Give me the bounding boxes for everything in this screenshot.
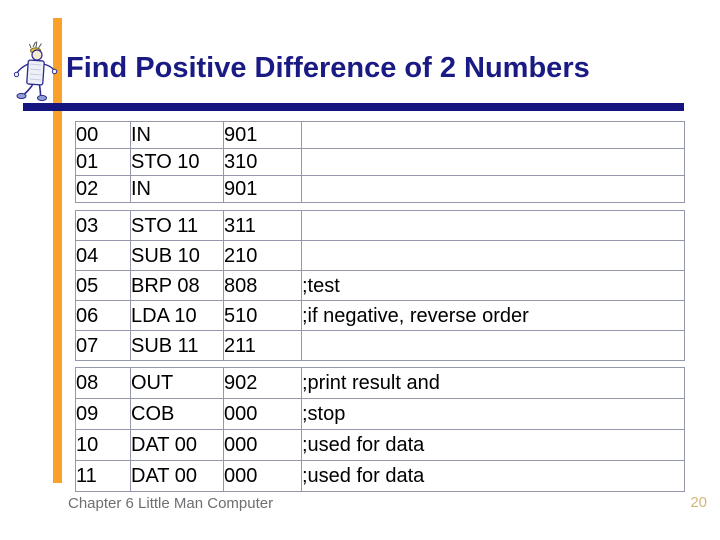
table-row: 02 IN 901 [75,175,685,203]
cell-code: 901 [223,121,302,149]
cell-comment: ;test [301,270,685,301]
cell-instruction: COB [130,398,224,430]
cell-comment: ;if negative, reverse order [301,300,685,331]
cell-address: 04 [75,240,131,271]
program-table-group: 00 IN 901 01 STO 10 310 02 IN 901 [75,121,685,203]
cell-code: 311 [223,210,302,241]
cell-instruction: IN [130,175,224,203]
cell-address: 07 [75,330,131,361]
table-row: 06 LDA 10 510 ;if negative, reverse order [75,300,685,331]
cell-comment: ;used for data [301,460,685,492]
cell-comment [301,175,685,203]
table-row: 01 STO 10 310 [75,148,685,176]
page-number: 20 [690,494,707,511]
table-row: 03 STO 11 311 [75,210,685,241]
table-row: 00 IN 901 [75,121,685,149]
cell-address: 10 [75,429,131,461]
cell-code: 210 [223,240,302,271]
cell-address: 11 [75,460,131,492]
cell-code: 310 [223,148,302,176]
cell-comment [301,330,685,361]
cell-address: 01 [75,148,131,176]
cell-address: 09 [75,398,131,430]
cell-code: 000 [223,398,302,430]
cell-address: 05 [75,270,131,301]
accent-bar [53,18,62,483]
cell-instruction: BRP 08 [130,270,224,301]
cell-instruction: STO 11 [130,210,224,241]
page-title: Find Positive Difference of 2 Numbers [66,52,590,84]
little-man-computer-mascot-icon [12,40,60,104]
cell-address: 00 [75,121,131,149]
footer-text: Chapter 6 Little Man Computer [68,495,274,512]
cell-instruction: DAT 00 [130,429,224,461]
cell-code: 808 [223,270,302,301]
cell-comment: ;used for data [301,429,685,461]
cell-comment [301,121,685,149]
cell-address: 02 [75,175,131,203]
cell-instruction: SUB 11 [130,330,224,361]
table-row: 10 DAT 00 000 ;used for data [75,429,685,461]
table-row: 07 SUB 11 211 [75,330,685,361]
cell-code: 000 [223,460,302,492]
table-row: 04 SUB 10 210 [75,240,685,271]
cell-instruction: OUT [130,367,224,399]
cell-comment [301,240,685,271]
table-row: 08 OUT 902 ;print result and [75,367,685,399]
cell-code: 901 [223,175,302,203]
cell-address: 08 [75,367,131,399]
cell-instruction: DAT 00 [130,460,224,492]
cell-instruction: STO 10 [130,148,224,176]
program-table-group: 08 OUT 902 ;print result and 09 COB 000 ;stop 10… [75,367,685,492]
cell-instruction: SUB 10 [130,240,224,271]
program-table-group: 03 STO 11 311 04 SUB 10 210 05 BRP 08 808 ;test 06… [75,210,685,361]
cell-instruction: IN [130,121,224,149]
cell-comment: ;stop [301,398,685,430]
table-row: 05 BRP 08 808 ;test [75,270,685,301]
cell-comment [301,148,685,176]
cell-code: 510 [223,300,302,331]
table-row: 11 DAT 00 000 ;used for data [75,460,685,492]
cell-address: 06 [75,300,131,331]
title-rule [23,103,684,111]
cell-code: 902 [223,367,302,399]
program-table: 00 IN 901 01 STO 10 310 02 IN 901 03 STO 11 311 04 SU… [75,121,685,492]
cell-address: 03 [75,210,131,241]
cell-comment: ;print result and [301,367,685,399]
cell-code: 000 [223,429,302,461]
cell-comment [301,210,685,241]
cell-code: 211 [223,330,302,361]
table-row: 09 COB 000 ;stop [75,398,685,430]
cell-instruction: LDA 10 [130,300,224,331]
